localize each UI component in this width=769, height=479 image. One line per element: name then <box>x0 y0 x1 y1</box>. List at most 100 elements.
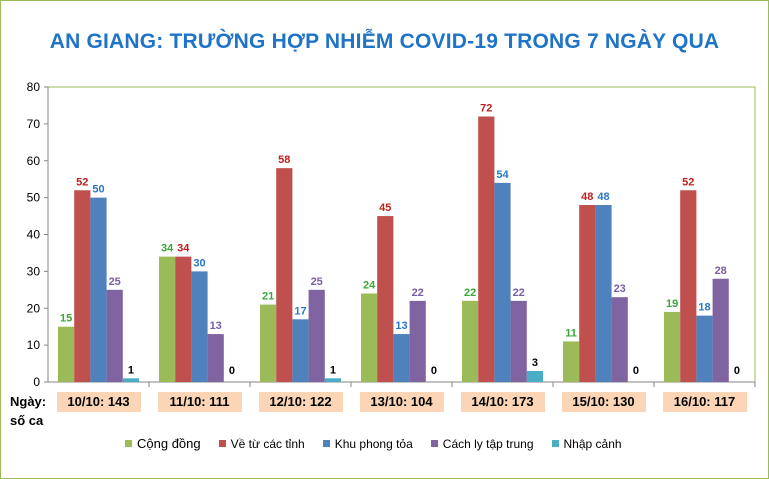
legend-item: Nhập cảnh <box>551 436 622 451</box>
legend-item: Khu phong tỏa <box>322 436 413 451</box>
legend-swatch <box>551 440 559 447</box>
data-label: 48 <box>597 191 609 203</box>
data-label: 0 <box>633 365 639 377</box>
data-label: 22 <box>464 287 476 299</box>
data-label: 24 <box>363 280 376 292</box>
bar <box>712 278 729 382</box>
legend-item: Về từ các tỉnh <box>218 436 305 451</box>
bar <box>74 190 91 382</box>
y-tick-label: 60 <box>27 154 41 168</box>
data-label: 50 <box>92 184 104 196</box>
data-label: 13 <box>210 320 222 332</box>
data-label: 22 <box>412 287 424 299</box>
x-tick-label: 10/10: 143 <box>56 392 141 412</box>
bar <box>595 205 612 382</box>
bar <box>106 289 123 382</box>
bar <box>292 319 309 382</box>
legend-swatch <box>322 440 330 447</box>
bar <box>90 197 107 382</box>
bar <box>696 315 713 382</box>
legend-swatch <box>218 440 226 447</box>
data-label: 30 <box>193 257 205 269</box>
legend: Cộng đồng Về từ các tỉnh Khu phong tỏa Cách… <box>125 436 640 451</box>
legend-label: Cộng đồng <box>137 436 201 451</box>
data-label: 0 <box>734 365 740 377</box>
bar <box>409 300 426 382</box>
chart-title: AN GIANG: TRƯỜNG HỢP NHIỄM COVID-19 TRON… <box>49 30 720 53</box>
data-label: 3 <box>532 357 538 369</box>
data-label: 28 <box>715 265 727 277</box>
legend-swatch <box>430 440 438 447</box>
data-label: 22 <box>513 287 525 299</box>
data-label: 34 <box>177 243 190 255</box>
data-label: 0 <box>229 365 235 377</box>
bar <box>611 297 628 382</box>
x-tick-label: 15/10: 130 <box>561 392 646 412</box>
bar <box>191 271 208 382</box>
data-label: 1 <box>330 364 336 376</box>
y-tick-label: 70 <box>27 117 41 131</box>
bar <box>579 205 596 382</box>
bar <box>159 256 176 382</box>
bar <box>478 116 495 382</box>
data-label: 0 <box>431 365 437 377</box>
legend-item: Cộng đồng <box>125 436 201 451</box>
y-tick-label: 10 <box>27 338 41 352</box>
legend-label: Cách ly tập trung <box>442 436 534 451</box>
bar <box>494 182 511 382</box>
data-label: 18 <box>698 302 710 314</box>
bar <box>324 378 341 382</box>
x-tick-label: 16/10: 117 <box>662 392 747 412</box>
legend-label: Khu phong tỏa <box>334 436 413 451</box>
data-label: 25 <box>109 276 121 288</box>
data-label: 54 <box>496 169 509 181</box>
bar <box>276 168 293 382</box>
data-label: 1 <box>128 364 134 376</box>
y-tick-label: 40 <box>27 228 41 242</box>
bar <box>308 289 325 382</box>
data-label: 17 <box>294 305 306 317</box>
data-label: 52 <box>682 176 694 188</box>
data-label: 58 <box>278 154 290 166</box>
bar <box>563 341 580 382</box>
y-tick-label: 0 <box>33 375 40 389</box>
bar <box>377 216 394 382</box>
bar <box>664 311 681 382</box>
data-label: 48 <box>581 191 593 203</box>
bar <box>122 378 139 382</box>
legend-item: Cách ly tập trung <box>430 436 534 451</box>
data-label: 25 <box>311 276 323 288</box>
bar <box>175 256 192 382</box>
bar <box>680 190 697 382</box>
bar <box>207 334 224 382</box>
bar <box>58 326 75 382</box>
data-label: 21 <box>262 291 274 303</box>
data-label: 34 <box>161 243 174 255</box>
data-label: 19 <box>666 298 678 310</box>
legend-label: Về từ các tỉnh <box>230 436 305 451</box>
data-label: 72 <box>480 103 492 115</box>
data-label: 45 <box>379 202 391 214</box>
x-axis-label-line1: Ngày: <box>10 394 47 409</box>
y-tick-label: 30 <box>27 264 41 278</box>
legend-label: Nhập cảnh <box>563 436 622 451</box>
x-axis-label-line2: số ca <box>10 413 44 428</box>
x-tick-label: 11/10: 111 <box>157 392 242 412</box>
x-tick-label: 12/10: 122 <box>258 392 343 412</box>
data-label: 11 <box>565 327 577 339</box>
y-tick-label: 80 <box>27 80 41 94</box>
bar <box>361 293 378 382</box>
bar <box>510 300 527 382</box>
bar <box>260 304 277 382</box>
data-label: 23 <box>614 283 626 295</box>
data-label: 15 <box>60 313 72 325</box>
bar <box>462 300 479 382</box>
legend-swatch <box>125 440 132 447</box>
x-tick-label: 14/10: 173 <box>460 392 545 412</box>
bar <box>393 334 410 382</box>
y-tick-label: 20 <box>27 301 41 315</box>
data-label: 52 <box>76 176 88 188</box>
data-label: 13 <box>395 320 407 332</box>
y-tick-label: 50 <box>27 191 41 205</box>
